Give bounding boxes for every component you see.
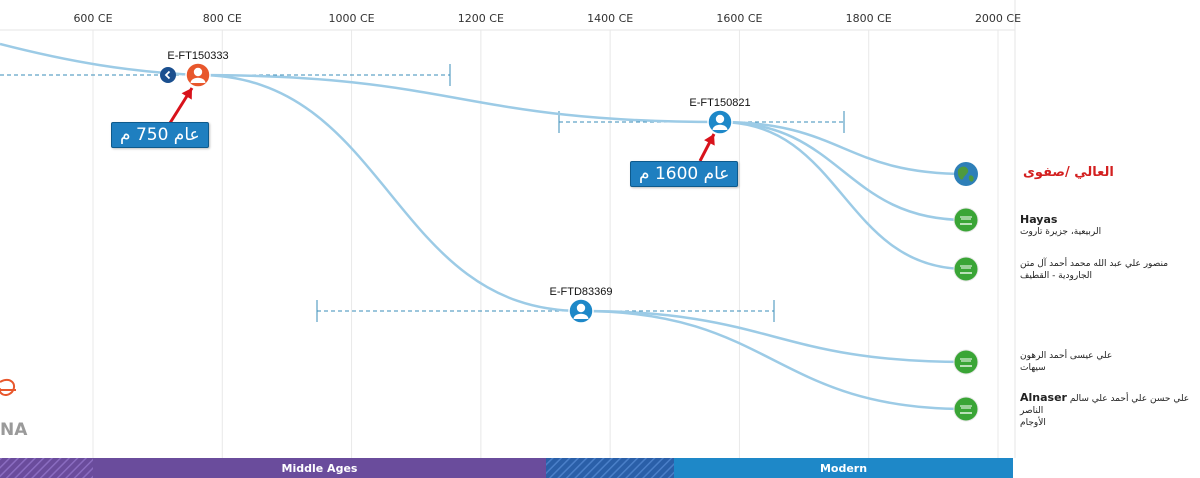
leaf-person: علي عيسى أحمد الرهون	[1020, 351, 1113, 361]
saudi-flag-icon[interactable]	[953, 349, 979, 375]
chevron-glyph	[164, 70, 171, 80]
leaf-label-2[interactable]: منصور علي عبد الله محمد أحمد آل متن الجا…	[1020, 258, 1168, 282]
branch	[197, 73, 721, 124]
leaf-location: سيهات	[1020, 363, 1046, 373]
era-bar: Middle Ages Modern	[0, 378, 1013, 478]
leaf-location: الجارودية - القطيف	[1020, 271, 1093, 281]
flag-circle	[953, 207, 979, 233]
flag-script	[960, 216, 972, 220]
flag-script	[960, 405, 972, 409]
axis-tick-label: 1200 CE	[458, 12, 504, 25]
leaf-label-1[interactable]: Hayas الربيعية، جزيرة تاروت	[1020, 213, 1101, 238]
person-body	[190, 77, 206, 83]
ancestor-nodes: E-FT150333 E-FT150821 E-FTD83369	[160, 50, 751, 324]
era-segment	[674, 458, 1013, 478]
saudi-flag-icon[interactable]	[953, 207, 979, 233]
branch	[719, 120, 967, 222]
branch	[719, 120, 967, 271]
flag-circle	[953, 349, 979, 375]
ancestor-node-icon[interactable]	[185, 62, 211, 88]
axis-tick-label: 2000 CE	[975, 12, 1021, 25]
globe-land	[957, 166, 969, 180]
callout-750: عام 750 م	[111, 122, 209, 148]
flag-circle	[953, 256, 979, 282]
person-body	[712, 124, 728, 130]
person-head	[576, 303, 586, 313]
flag-script	[960, 265, 972, 269]
person-head	[193, 67, 203, 77]
node-id-label: E-FTD83369	[550, 286, 613, 298]
branch	[197, 73, 582, 313]
leaf-person: منصور علي عبد الله محمد أحمد آل متن	[1020, 259, 1169, 269]
leaf-label-4[interactable]: Alnaser علي حسن علي أحمد علي سالم الناصر…	[1020, 392, 1195, 429]
lineage-branches	[0, 42, 967, 411]
era-segment	[546, 458, 674, 478]
leaf-label-3[interactable]: علي عيسى أحمد الرهون سيهات	[1020, 350, 1112, 374]
grid-lines	[92, 30, 999, 458]
axis-tick-label: 800 CE	[203, 12, 242, 25]
axis-tick-label: 600 CE	[73, 12, 112, 25]
flag-script	[960, 358, 972, 362]
leaf-label-0[interactable]: العالي /صفوى	[1023, 165, 1114, 180]
leaf-name: Alnaser	[1020, 391, 1067, 404]
ancestor-node-icon[interactable]	[568, 298, 594, 324]
axis-tick-label: 1000 CE	[329, 12, 375, 25]
logo-text: NA	[0, 420, 28, 440]
era-segment	[93, 458, 546, 478]
axis-tick-label: 1800 CE	[846, 12, 892, 25]
era-segment	[0, 458, 93, 478]
leaf-person: علي حسن علي أحمد علي سالم الناصر	[1020, 394, 1190, 416]
branch	[580, 309, 967, 411]
axis-tick-label: 1400 CE	[587, 12, 633, 25]
era-label: Modern	[820, 462, 867, 475]
saudi-flag-icon[interactable]	[953, 256, 979, 282]
person-head	[715, 114, 725, 124]
node-id-label: E-FT150821	[689, 97, 750, 109]
leaf-location: الأوجام	[1020, 418, 1046, 428]
flag-circle	[953, 396, 979, 422]
branch	[580, 309, 967, 364]
callout-1600: عام 1600 م	[630, 161, 739, 187]
chevron-left-icon[interactable]	[160, 67, 176, 83]
chevron-bg	[160, 67, 176, 83]
descendant-leaves	[953, 162, 979, 422]
saudi-flag-icon[interactable]	[953, 396, 979, 422]
branch	[719, 120, 967, 176]
node-id-label: E-FT150333	[167, 50, 228, 62]
logo-mark-icon	[0, 378, 16, 396]
leaf-person-line: Alnaser علي حسن علي أحمد علي سالم الناصر	[1020, 392, 1195, 417]
logo-swirl	[0, 378, 16, 396]
leaf-name: Hayas	[1020, 213, 1058, 226]
time-axis: 600 CE 800 CE 1000 CE 1200 CE 1400 CE 1600 CE…	[0, 0, 1021, 458]
era-label: Middle Ages	[282, 462, 358, 475]
globe-land	[968, 175, 974, 182]
callout-arrows	[168, 87, 716, 162]
leaf-location: الربيعية، جزيرة تاروت	[1020, 227, 1102, 237]
axis-tick-label: 1600 CE	[716, 12, 762, 25]
callout-arrowhead	[181, 88, 192, 100]
callout-arrowhead	[704, 134, 715, 146]
ancestor-node-icon[interactable]	[707, 109, 733, 135]
globe-icon[interactable]	[954, 162, 978, 186]
person-body	[573, 313, 589, 319]
